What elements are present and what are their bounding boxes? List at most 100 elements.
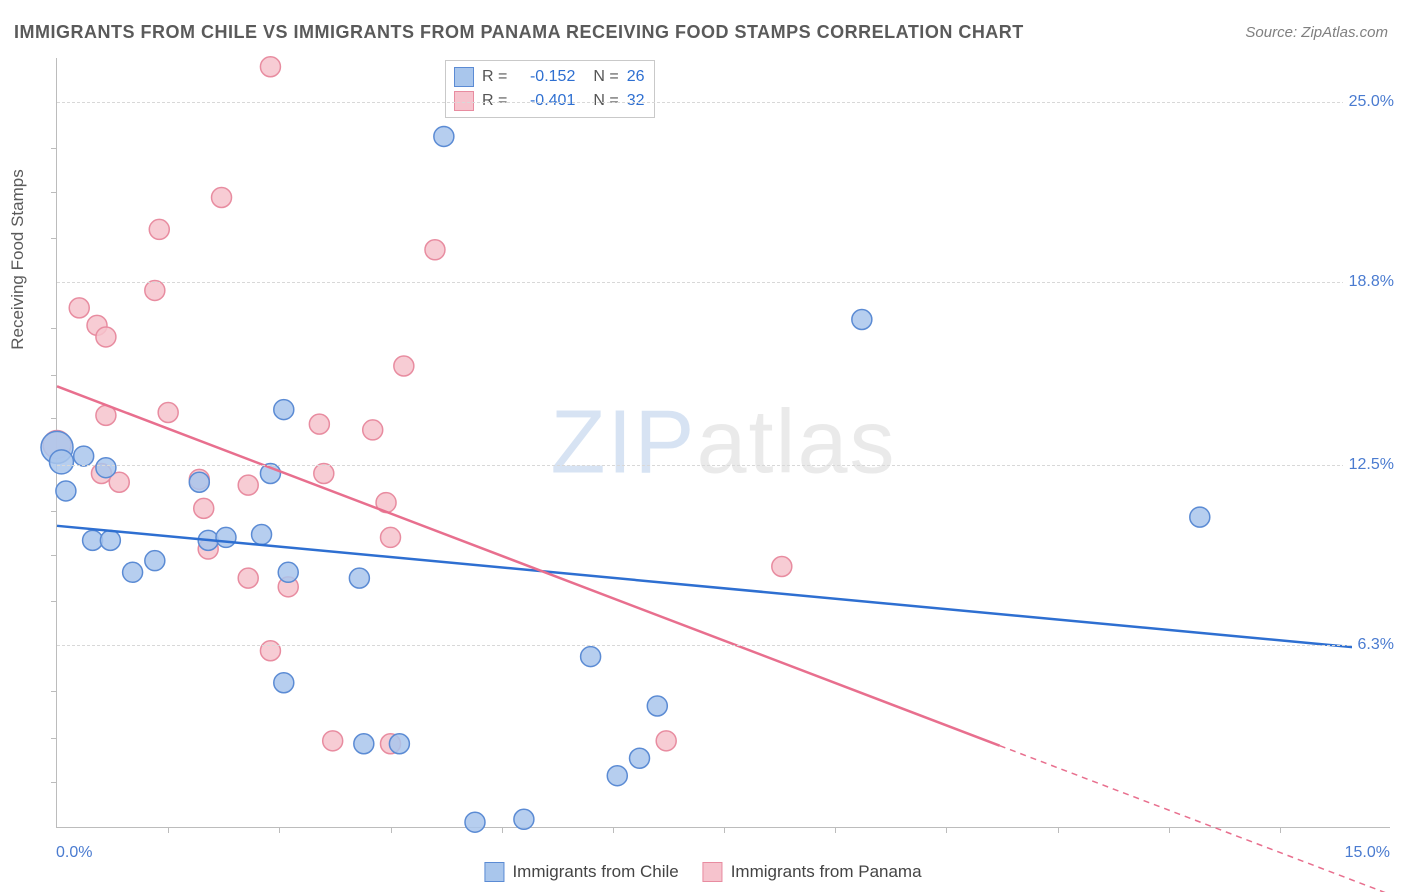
data-point — [630, 748, 650, 768]
legend-series-name: Immigrants from Chile — [512, 862, 678, 882]
data-point — [74, 446, 94, 466]
y-tick-mark — [51, 192, 57, 193]
data-point — [123, 562, 143, 582]
y-tick-label: 6.3% — [1352, 636, 1394, 654]
data-point — [145, 280, 165, 300]
x-tick-mark — [1280, 827, 1281, 833]
correlation-legend: R =-0.152N =26R =-0.401N =32 — [445, 60, 655, 118]
data-point — [656, 731, 676, 751]
chart-title: IMMIGRANTS FROM CHILE VS IMMIGRANTS FROM… — [14, 22, 1024, 43]
data-point — [425, 240, 445, 260]
data-point — [465, 812, 485, 832]
data-point — [238, 475, 258, 495]
x-tick-mark — [279, 827, 280, 833]
trend-line — [57, 386, 1000, 745]
y-tick-mark — [51, 738, 57, 739]
x-tick-label: 15.0% — [1345, 844, 1390, 862]
data-point — [309, 414, 329, 434]
legend-swatch — [484, 862, 504, 882]
data-point — [274, 673, 294, 693]
data-point — [145, 551, 165, 571]
data-point — [260, 57, 280, 77]
data-point — [434, 126, 454, 146]
legend-series-name: Immigrants from Panama — [731, 862, 922, 882]
x-tick-mark — [502, 827, 503, 833]
y-tick-mark — [51, 782, 57, 783]
legend-swatch — [454, 67, 474, 87]
data-point — [349, 568, 369, 588]
data-point — [189, 472, 209, 492]
data-point — [278, 562, 298, 582]
data-point — [212, 187, 232, 207]
data-point — [514, 809, 534, 829]
data-point — [852, 310, 872, 330]
x-tick-mark — [1058, 827, 1059, 833]
data-point — [363, 420, 383, 440]
data-point — [1190, 507, 1210, 527]
gridline — [57, 645, 1390, 646]
data-point — [381, 527, 401, 547]
data-point — [216, 527, 236, 547]
data-point — [194, 498, 214, 518]
legend-r-value: -0.152 — [515, 65, 575, 89]
source-attribution: Source: ZipAtlas.com — [1245, 24, 1388, 41]
data-point — [581, 647, 601, 667]
data-point — [100, 530, 120, 550]
data-point — [56, 481, 76, 501]
data-point — [83, 530, 103, 550]
y-tick-mark — [51, 148, 57, 149]
x-tick-mark — [168, 827, 169, 833]
data-point — [252, 525, 272, 545]
y-tick-label: 12.5% — [1343, 456, 1394, 474]
correlation-chart: IMMIGRANTS FROM CHILE VS IMMIGRANTS FROM… — [0, 0, 1406, 892]
legend-row: R = -0.152 N = 26 — [454, 65, 644, 89]
data-point — [149, 219, 169, 239]
x-tick-mark — [1169, 827, 1170, 833]
data-point — [96, 327, 116, 347]
data-point — [323, 731, 343, 751]
legend-swatch — [703, 862, 723, 882]
legend-r-label: R = — [482, 65, 507, 89]
x-tick-label: 0.0% — [56, 844, 92, 862]
x-tick-mark — [835, 827, 836, 833]
plot-area: ZIPatlas R =-0.152N =26R =-0.401N =32 6.… — [56, 58, 1390, 828]
y-tick-label: 25.0% — [1343, 93, 1394, 111]
x-tick-mark — [946, 827, 947, 833]
legend-item: Immigrants from Panama — [703, 862, 922, 882]
y-tick-mark — [51, 691, 57, 692]
y-tick-mark — [51, 328, 57, 329]
x-tick-mark — [613, 827, 614, 833]
data-point — [314, 464, 334, 484]
y-tick-mark — [51, 238, 57, 239]
data-point — [274, 400, 294, 420]
legend-n-label: N = — [593, 65, 618, 89]
y-tick-mark — [51, 418, 57, 419]
data-point — [607, 766, 627, 786]
data-point — [238, 568, 258, 588]
series-legend: Immigrants from Chile Immigrants from Pan… — [484, 862, 921, 882]
data-point — [49, 450, 73, 474]
y-tick-mark — [51, 601, 57, 602]
y-tick-mark — [51, 375, 57, 376]
gridline — [57, 282, 1390, 283]
y-tick-label: 18.8% — [1343, 273, 1394, 291]
gridline — [57, 465, 1390, 466]
trend-line — [57, 526, 1391, 651]
data-point — [260, 641, 280, 661]
data-point — [354, 734, 374, 754]
chart-svg — [57, 58, 1391, 828]
x-tick-mark — [391, 827, 392, 833]
source-label: Source: — [1245, 24, 1297, 41]
y-tick-mark — [51, 511, 57, 512]
data-point — [389, 734, 409, 754]
data-point — [647, 696, 667, 716]
data-point — [394, 356, 414, 376]
legend-item: Immigrants from Chile — [484, 862, 678, 882]
data-point — [96, 458, 116, 478]
source-name: ZipAtlas.com — [1301, 24, 1388, 41]
y-axis-title: Receiving Food Stamps — [8, 169, 28, 349]
legend-n-value: 26 — [627, 65, 645, 89]
gridline — [57, 102, 1390, 103]
x-tick-mark — [724, 827, 725, 833]
trend-line-extrapolated — [1000, 746, 1391, 892]
